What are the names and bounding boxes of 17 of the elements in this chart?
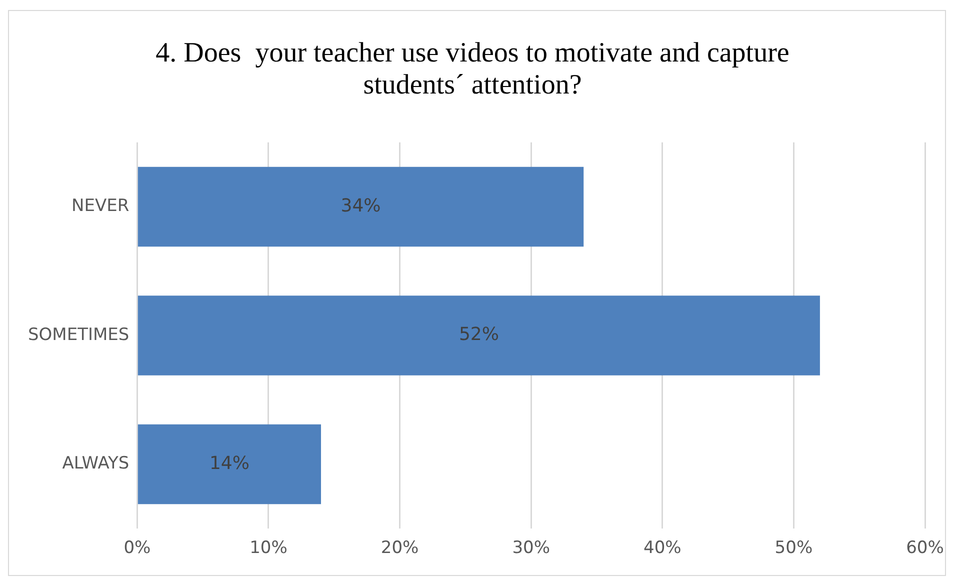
x-tick-label: 30% <box>512 538 550 558</box>
x-tick-label: 20% <box>380 538 419 558</box>
x-tick-label: 10% <box>250 538 288 558</box>
x-tick-label: 50% <box>774 538 813 558</box>
chart-title: 4. Does your teacher use videos to motivate and capture students´ attention? <box>156 37 790 101</box>
y-tick-label: NEVER <box>72 196 130 216</box>
bar <box>138 424 322 504</box>
data-label: 34% <box>340 195 381 216</box>
x-tick-label: 0% <box>124 538 151 558</box>
bar <box>138 166 584 247</box>
x-tick-label: 60% <box>906 538 944 558</box>
data-label: 52% <box>458 324 499 346</box>
x-tick-label: 40% <box>643 538 682 558</box>
y-tick-label: SOMETIMES <box>28 324 130 345</box>
data-label: 14% <box>209 452 250 474</box>
bar <box>138 296 820 376</box>
y-tick-label: ALWAYS <box>62 454 130 474</box>
